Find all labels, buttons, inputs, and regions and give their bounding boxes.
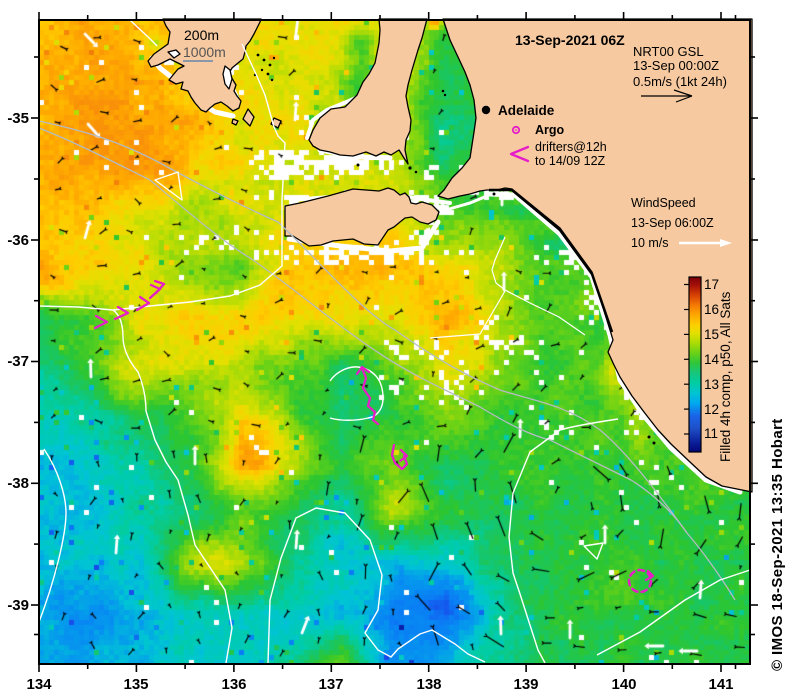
svg-text:17: 17 xyxy=(704,277,719,292)
svg-text:WindSpeed: WindSpeed xyxy=(631,196,696,210)
svg-text:16: 16 xyxy=(704,302,719,317)
svg-text:-38: -38 xyxy=(7,475,29,492)
svg-text:Adelaide: Adelaide xyxy=(498,103,555,118)
svg-text:15: 15 xyxy=(704,327,719,342)
svg-text:137: 137 xyxy=(318,676,343,693)
svg-text:Filled 4h comp, p50, All Sats: Filled 4h comp, p50, All Sats xyxy=(718,291,733,462)
svg-text:139: 139 xyxy=(513,676,538,693)
svg-text:10 m/s: 10 m/s xyxy=(631,236,669,250)
svg-text:140: 140 xyxy=(611,676,636,693)
svg-text:-37: -37 xyxy=(7,353,29,370)
svg-text:136: 136 xyxy=(221,676,246,693)
svg-text:13-Sep 00:00Z: 13-Sep 00:00Z xyxy=(633,58,719,73)
svg-text:200m: 200m xyxy=(184,27,219,43)
svg-text:13-Sep-2021 06Z: 13-Sep-2021 06Z xyxy=(515,32,625,48)
svg-text:NRT00 GSL: NRT00 GSL xyxy=(633,44,704,59)
svg-text:11: 11 xyxy=(704,426,718,441)
svg-text:141: 141 xyxy=(708,676,733,693)
svg-text:12: 12 xyxy=(704,402,719,417)
svg-text:0.5m/s (1kt 24h): 0.5m/s (1kt 24h) xyxy=(633,74,727,89)
svg-text:13: 13 xyxy=(704,377,719,392)
svg-text:14: 14 xyxy=(704,352,720,367)
svg-text:138: 138 xyxy=(416,676,441,693)
svg-text:Argo: Argo xyxy=(535,123,565,137)
svg-text:134: 134 xyxy=(26,676,52,693)
svg-text:drifters@12h: drifters@12h xyxy=(535,140,607,154)
svg-text:to 14/09 12Z: to 14/09 12Z xyxy=(535,154,606,168)
svg-text:© IMOS 18-Sep-2021 13:35 Hobar: © IMOS 18-Sep-2021 13:35 Hobart xyxy=(769,418,786,671)
svg-text:135: 135 xyxy=(123,676,148,693)
svg-text:1000m: 1000m xyxy=(183,44,226,60)
svg-text:13-Sep 06:00Z: 13-Sep 06:00Z xyxy=(631,216,714,230)
svg-text:-35: -35 xyxy=(7,110,29,127)
svg-text:-39: -39 xyxy=(7,597,29,614)
svg-text:-36: -36 xyxy=(7,232,29,249)
